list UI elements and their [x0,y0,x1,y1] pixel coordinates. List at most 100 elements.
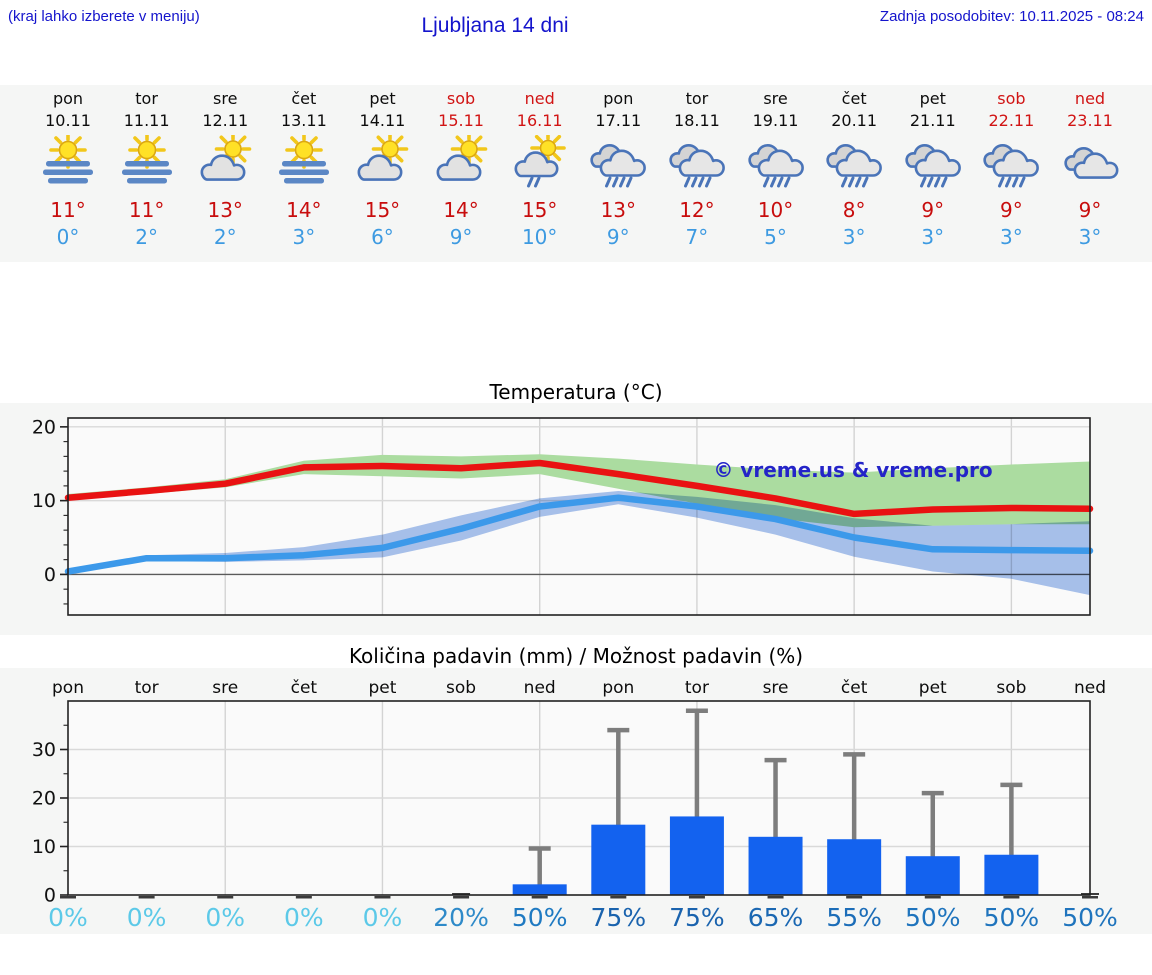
temperature-chart: © vreme.us & vreme.pro 0 10 20 [0,403,1152,635]
day-date: 12.11 [202,111,249,130]
day-name: pon [52,89,84,108]
sun-cloud-icon [352,130,412,191]
day-name: pet [369,89,396,108]
day-label: pon [52,678,84,698]
precip-bar [591,824,646,895]
day-date: 16.11 [516,111,563,130]
precipitation-chart: pon tor sre čet pet sob ned pon tor sre čet pet sob n… [0,668,1152,934]
y-tick-label: 10 [32,490,56,512]
day-low-temp: 2° [213,225,237,249]
day-high-temp: 13° [600,198,637,222]
day-date: 21.11 [909,111,956,130]
day-date: 22.11 [988,111,1035,130]
sun-cloud-icon [195,130,255,191]
watermark: © vreme.us & vreme.pro [713,458,992,482]
day-label: pet [369,678,397,698]
day-name: čet [841,89,867,108]
day-label: ned [524,678,556,698]
day-low-temp: 3° [842,225,866,249]
y-tick-label: 10 [32,836,56,858]
x-tick [846,896,863,899]
sun-cloud-icon [431,130,491,191]
day-high-temp: 14° [443,198,479,222]
precip-bar [827,839,882,895]
day-low-temp: 9° [606,225,630,249]
day-high-temp: 11° [128,198,165,222]
precip-probability: 50% [905,903,961,932]
precip-bar [669,816,724,895]
day-label: sre [212,678,238,698]
day-low-temp: 7° [685,225,709,249]
location-menu-hint: (kraj lahko izberete v meniju) [8,8,200,25]
day-high-temp: 9° [921,198,945,222]
day-low-temp: 0° [56,225,80,249]
y-tick-label: 30 [32,739,56,761]
x-tick [531,896,548,899]
day-high-temp: 9° [1078,198,1102,222]
day-low-temp: 5° [764,225,787,249]
cloud-rain-icon [667,135,727,191]
day-high-temp: 14° [286,198,322,222]
precip-bar [905,856,960,895]
day-date: 15.11 [438,111,484,130]
day-low-temp: 3° [921,225,945,249]
day-date: 10.11 [45,111,91,130]
min-temperature-range [68,491,1090,596]
precip-probability: 55% [826,903,882,932]
day-name: pon [603,89,634,108]
day-high-temp: 10° [757,198,794,222]
day-high-temp: 15° [364,198,401,222]
day-low-temp: 6° [371,225,394,249]
day-date: 23.11 [1067,111,1113,130]
cloud-rain-icon [746,135,806,191]
precip-bar [512,884,567,895]
sun-fog-icon [38,131,98,191]
cloud-rain-icon [824,135,884,191]
precip-probability: 0% [48,903,88,932]
day-name: ned [1074,89,1106,108]
day-name: sre [213,89,238,108]
day-name: sob [446,89,476,108]
y-tick-label: 20 [32,416,56,438]
day-high-temp: 15° [521,198,558,222]
day-label: ned [1074,678,1106,698]
day-low-temp: 9° [449,225,473,249]
precip-probability: 50% [984,903,1040,932]
precip-probability: 0% [284,903,324,932]
day-low-temp: 2° [135,225,158,249]
day-name: sob [997,89,1026,108]
precipitation-chart-title: Količina padavin (mm) / Možnost padavin … [348,644,804,668]
x-tick [295,896,312,899]
day-name: tor [685,89,709,108]
day-high-temp: 12° [679,198,715,222]
day-name: tor [135,89,158,108]
day-label: pon [602,678,634,698]
precip-bar-trace [452,893,471,895]
day-date: 20.11 [831,111,878,130]
precip-bar [748,836,803,895]
day-label: pet [919,678,947,698]
precip-probability: 0% [205,903,245,932]
y-tick-label: 0 [44,885,56,907]
precip-probability: 50% [512,903,568,932]
day-high-temp: 8° [842,198,866,222]
day-label: sob [446,678,476,698]
day-label: sre [763,678,789,698]
day-label: čet [291,678,318,698]
last-update-timestamp: Zadnja posodobitev: 10.11.2025 - 08:24 [879,8,1144,25]
precip-probability: 75% [591,903,647,932]
day-date: 14.11 [359,111,406,130]
precip-bar [984,854,1039,895]
min-temperature-line [64,494,1094,575]
x-tick [217,896,234,899]
day-date: 11.11 [123,111,170,130]
precip-probability: 65% [748,903,804,932]
day-label: tor [685,678,709,698]
sun-cloud-rain-icon [510,130,570,191]
precip-probability: 50% [1062,903,1118,932]
cloud-rain-icon [981,135,1041,191]
y-tick-label: 20 [32,788,56,810]
x-tick [60,896,76,899]
day-label: tor [135,678,159,698]
